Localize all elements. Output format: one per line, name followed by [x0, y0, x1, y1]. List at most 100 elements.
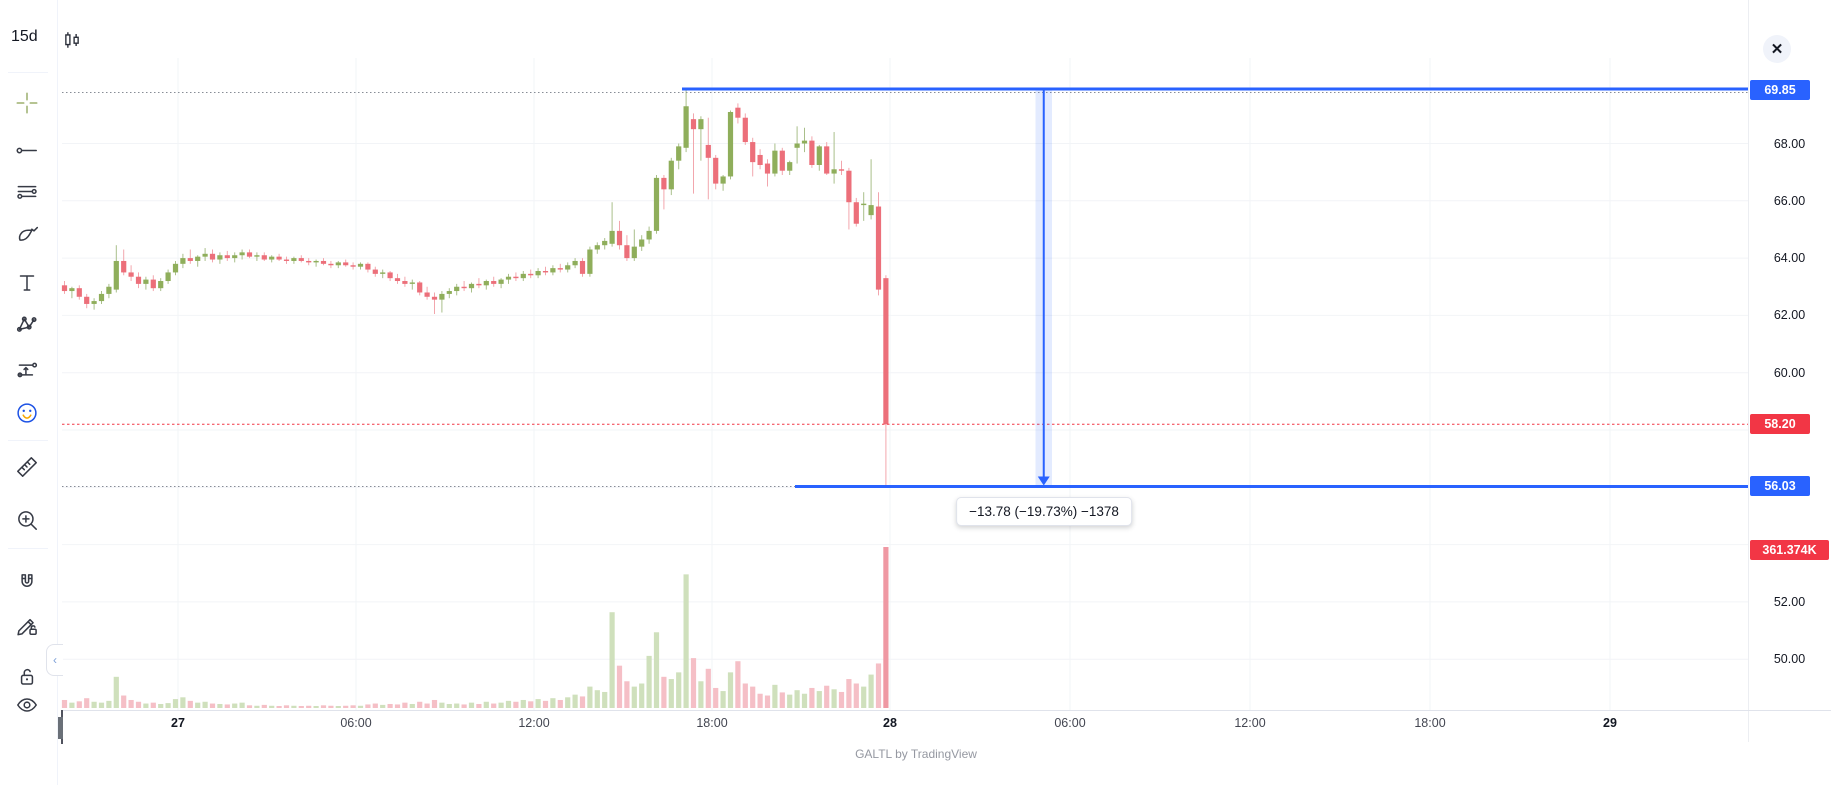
candle-body [143, 279, 149, 284]
crosshair-button[interactable] [10, 86, 44, 120]
volume-bar [224, 704, 230, 708]
candle-body [439, 293, 445, 300]
volume-bar [350, 705, 356, 708]
volume-bar [861, 686, 867, 708]
volume-bar [76, 701, 82, 708]
candle-body [676, 146, 682, 161]
candle-body [683, 106, 689, 148]
interval-label: 15d [11, 28, 38, 45]
time-tick-label: 06:00 [1054, 716, 1086, 730]
candle-body [98, 293, 105, 302]
volume-bar [187, 700, 193, 708]
drawing-lock-button[interactable] [10, 609, 44, 643]
volume-bar [713, 687, 719, 708]
parallel-channel-button[interactable] [10, 175, 44, 209]
candle-body [402, 281, 408, 284]
candle-body [505, 276, 512, 280]
volume-bar [705, 668, 711, 708]
magnet-button[interactable] [10, 566, 44, 600]
hide-drawings-button[interactable] [10, 688, 44, 722]
candle-body [875, 206, 882, 290]
volume-bar [98, 702, 105, 708]
candle-body [735, 107, 741, 118]
text-tool-button[interactable] [10, 266, 44, 300]
candle-body [579, 260, 586, 274]
candle-body [394, 278, 401, 282]
volume-bar [535, 699, 541, 708]
volume-bar [276, 706, 282, 708]
candle-body [84, 296, 90, 304]
volume-bar [505, 700, 512, 708]
volume-bar [298, 706, 304, 708]
measure-tooltip: −13.78 (−19.73%) −1378 [956, 497, 1132, 526]
candle-body [661, 177, 667, 190]
candle-body [128, 272, 134, 277]
candle-body [417, 282, 423, 293]
price-tick-label: 60.00 [1773, 365, 1806, 380]
time-tick-label: 18:00 [1414, 716, 1446, 730]
volume-bar [306, 705, 312, 708]
candle-body [431, 296, 438, 300]
volume-bar [579, 696, 586, 708]
candle-body [328, 263, 334, 266]
volume-bar [232, 703, 238, 708]
candle-body [76, 288, 82, 297]
brush-button[interactable] [10, 216, 44, 250]
candle-body [69, 288, 75, 292]
candle-body [631, 246, 637, 259]
volume-bar [483, 701, 489, 708]
volume-bar [91, 701, 97, 708]
candle-body [787, 162, 793, 171]
volume-bar [283, 705, 290, 708]
lock-all-button[interactable] [10, 660, 44, 694]
candle-body [809, 140, 815, 165]
zoom-in-button[interactable] [10, 503, 44, 537]
long-position-icon [17, 362, 38, 378]
emoji-button[interactable] [10, 396, 44, 430]
candle-body [616, 230, 623, 246]
volume-bar [239, 702, 245, 708]
brush-icon [18, 226, 39, 241]
candle-body [217, 255, 223, 260]
volume-bar [631, 686, 637, 708]
candle-body [165, 272, 171, 282]
volume-bar [646, 655, 652, 708]
volume-bar [801, 693, 808, 708]
ruler-button[interactable] [10, 450, 44, 484]
candle-body [372, 269, 378, 274]
price-tag: 58.20 [1750, 414, 1810, 435]
candle-body [720, 176, 726, 184]
volume-bar [587, 686, 593, 708]
xabcd-pattern-button[interactable] [10, 308, 44, 342]
close-button[interactable]: ✕ [1763, 35, 1791, 63]
toolbar-collapse-button[interactable]: ‹ [46, 644, 63, 676]
volume-bar [202, 701, 208, 708]
time-tick-label: 28 [883, 716, 897, 730]
trend-line-icon [16, 147, 37, 154]
candle-body [779, 150, 785, 171]
volume-bar [402, 702, 408, 708]
volume-bar [624, 681, 630, 708]
candle-body [476, 283, 482, 286]
chart-style-button[interactable] [57, 25, 87, 55]
candle-body [698, 119, 704, 130]
candle-body [794, 143, 800, 148]
volume-bar [409, 703, 415, 708]
long-position-button[interactable] [10, 353, 44, 387]
price-tick-label: 62.00 [1773, 308, 1806, 323]
volume-bar [661, 676, 667, 708]
measure-arrow-down [1037, 476, 1050, 486]
candle-body [713, 157, 719, 184]
candle-body [690, 119, 697, 130]
candle-body [158, 281, 164, 289]
toolbar-divider [8, 548, 48, 549]
volume-bar [128, 699, 134, 708]
volume-bar [727, 672, 734, 708]
trend-line-button[interactable] [10, 133, 44, 167]
candle-body [461, 286, 467, 289]
candle-body [320, 260, 327, 264]
candle-body [239, 252, 245, 256]
candle-body [261, 255, 267, 260]
volume-bar [291, 705, 297, 708]
